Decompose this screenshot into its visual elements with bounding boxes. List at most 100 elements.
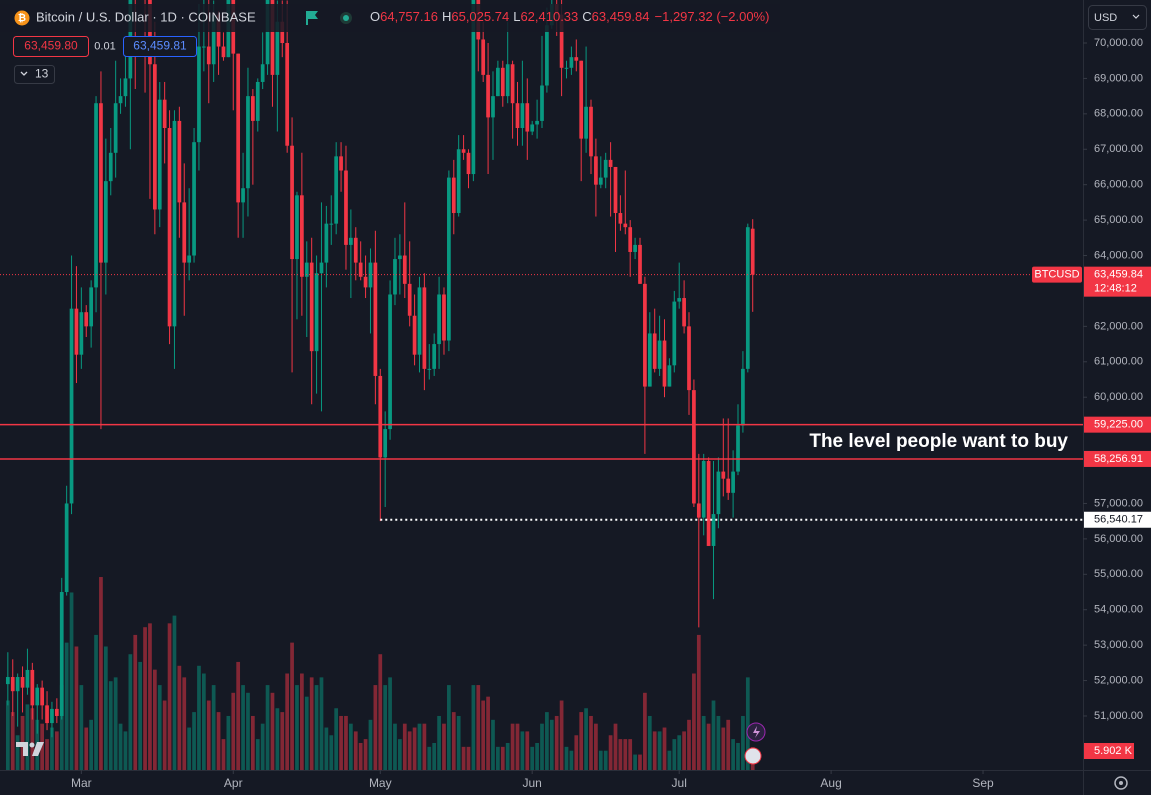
candle-body <box>525 103 530 132</box>
volume-bar <box>623 739 628 770</box>
candle-body <box>716 471 721 515</box>
candle-body <box>50 708 54 724</box>
buy-button[interactable] <box>123 36 197 57</box>
logo-part <box>29 742 35 748</box>
candle-body <box>172 120 177 327</box>
tradingview-logo[interactable] <box>16 742 44 756</box>
volume-bar <box>505 742 510 770</box>
volume-bar <box>103 646 108 770</box>
volume-layer <box>5 577 755 770</box>
volume-bar <box>192 712 196 770</box>
candle-body <box>5 677 10 685</box>
candle-body <box>152 64 157 210</box>
candle-body <box>417 287 422 355</box>
volume-bar <box>94 634 98 770</box>
candle-body <box>530 124 535 132</box>
candle-body <box>393 259 397 295</box>
y-tick-label: 70,000.00 <box>1094 37 1143 49</box>
volume-bar <box>358 742 363 770</box>
volume-bar <box>368 719 373 770</box>
x-tick-label: Jun <box>523 776 542 790</box>
currency-select[interactable] <box>1088 5 1147 30</box>
candle-body <box>363 276 368 288</box>
volume-bar <box>304 696 309 770</box>
volume-bar <box>211 685 216 770</box>
x-tick-label: May <box>369 776 392 790</box>
volume-bar <box>246 692 250 770</box>
candle-body <box>515 103 520 129</box>
candle-body <box>251 96 255 121</box>
candle-body <box>652 333 657 369</box>
candle-body <box>25 669 30 688</box>
volume-bar <box>471 685 476 770</box>
volume-bar <box>594 723 598 770</box>
candle-body <box>432 344 437 369</box>
candle-body <box>736 425 740 472</box>
spread: 0.01 <box>94 40 115 52</box>
volume-bar <box>638 754 642 770</box>
candle-body <box>520 103 525 129</box>
y-tick-label: 69,000.00 <box>1094 72 1143 84</box>
candle-body <box>692 390 696 504</box>
volume-bar <box>559 700 564 770</box>
flag-icon[interactable] <box>306 11 318 25</box>
candle-body <box>300 195 304 277</box>
symbol-title[interactable]: Bitcoin / U.S. Dollar · 1D · COINBASE <box>36 9 256 24</box>
candle-body <box>613 166 618 214</box>
candle-body <box>623 223 628 228</box>
economic-event-icon[interactable] <box>744 747 762 765</box>
volume-bar <box>162 700 167 770</box>
candle-body <box>427 368 432 370</box>
volume-bar <box>608 735 613 770</box>
volume-bar <box>682 731 686 770</box>
volume-bar <box>692 673 696 770</box>
x-tick-label: Apr <box>224 776 243 790</box>
candle-body <box>378 375 383 458</box>
candle-body <box>579 60 584 139</box>
volume-bar <box>461 746 466 770</box>
volume-badge-label: 5.902 K <box>1094 745 1133 757</box>
volume-bar <box>677 735 682 770</box>
level-badge <box>1084 450 1151 467</box>
volume-bar <box>363 739 368 770</box>
candle-body <box>89 287 94 327</box>
settings-icon[interactable] <box>1114 776 1128 790</box>
volume-bar <box>197 665 201 770</box>
y-tick-label: 60,000.00 <box>1094 391 1143 403</box>
level-badge-label: 56,540.17 <box>1094 514 1143 526</box>
annotation[interactable]: The level people want to buy <box>809 431 1068 452</box>
volume-bar <box>736 742 740 770</box>
candle-body <box>721 471 726 479</box>
volume-bar <box>265 685 270 770</box>
candle-body <box>304 262 309 277</box>
candle-body <box>745 227 750 369</box>
candle-body <box>638 244 642 284</box>
candle-body <box>162 99 167 129</box>
candle-body <box>422 287 427 369</box>
candle-body <box>603 159 608 178</box>
volume-bar <box>393 723 397 770</box>
candle-body <box>481 39 486 75</box>
candle-body <box>398 255 402 260</box>
volume-bar <box>79 685 84 770</box>
candle-body <box>701 460 706 518</box>
volume-bar <box>618 739 623 770</box>
candle-body <box>64 503 69 593</box>
volume-bar <box>437 715 441 770</box>
candle-body <box>657 340 662 369</box>
volume-bar <box>10 712 15 770</box>
volume-bar <box>540 723 544 770</box>
indicators-toggle[interactable] <box>14 65 55 84</box>
candle-body <box>662 340 667 387</box>
candle-body <box>123 78 128 97</box>
volume-bar <box>417 723 422 770</box>
volume-bar <box>5 700 10 770</box>
volume-bar <box>407 731 412 770</box>
candle-body <box>510 64 515 104</box>
volume-bar <box>334 708 339 770</box>
sell-button[interactable] <box>13 36 89 57</box>
volume-bar <box>491 719 495 770</box>
candle-body <box>260 64 265 82</box>
candle-body <box>167 128 172 327</box>
